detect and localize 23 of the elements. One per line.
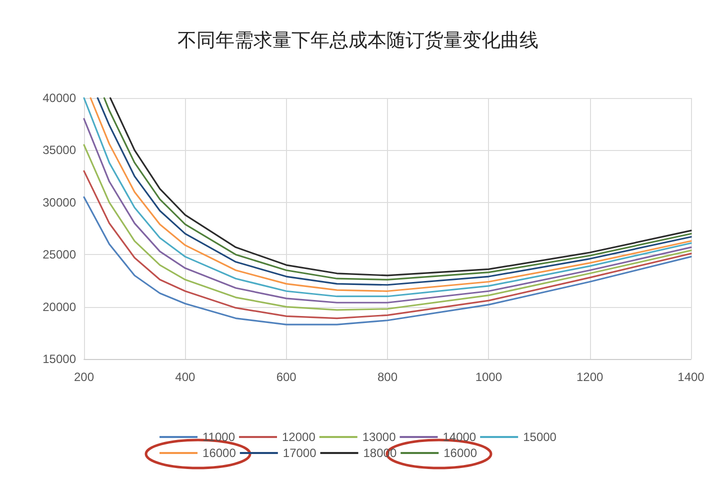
x-tick-label: 1200 — [576, 370, 604, 384]
y-tick-label: 20000 — [42, 300, 76, 314]
legend-label: 15000 — [523, 430, 557, 444]
y-tick-label: 15000 — [42, 352, 76, 366]
x-tick-label: 1000 — [475, 370, 502, 384]
x-tick-label: 1400 — [678, 370, 705, 384]
legend-label: 17000 — [282, 446, 317, 460]
line-series — [83, 144, 692, 311]
y-tick-label: 30000 — [42, 195, 76, 210]
x-tick-label: 200 — [74, 370, 94, 384]
line-series — [83, 170, 692, 320]
legend-label: 12000 — [282, 430, 316, 444]
legend-label: 16000 — [202, 446, 236, 460]
chart-title: 不同年需求量下年总成本随订货量变化曲线 — [178, 30, 538, 52]
x-tick-label: 600 — [276, 370, 297, 384]
y-tick-label: 40000 — [42, 91, 76, 105]
y-tick-label: 35000 — [42, 143, 76, 158]
legend-label: 13000 — [362, 430, 396, 444]
y-tick-label: 25000 — [42, 248, 76, 262]
line-series — [83, 196, 692, 326]
legend-label: 16000 — [444, 446, 478, 460]
x-tick-label: 400 — [175, 370, 196, 384]
x-tick-label: 800 — [377, 370, 398, 384]
